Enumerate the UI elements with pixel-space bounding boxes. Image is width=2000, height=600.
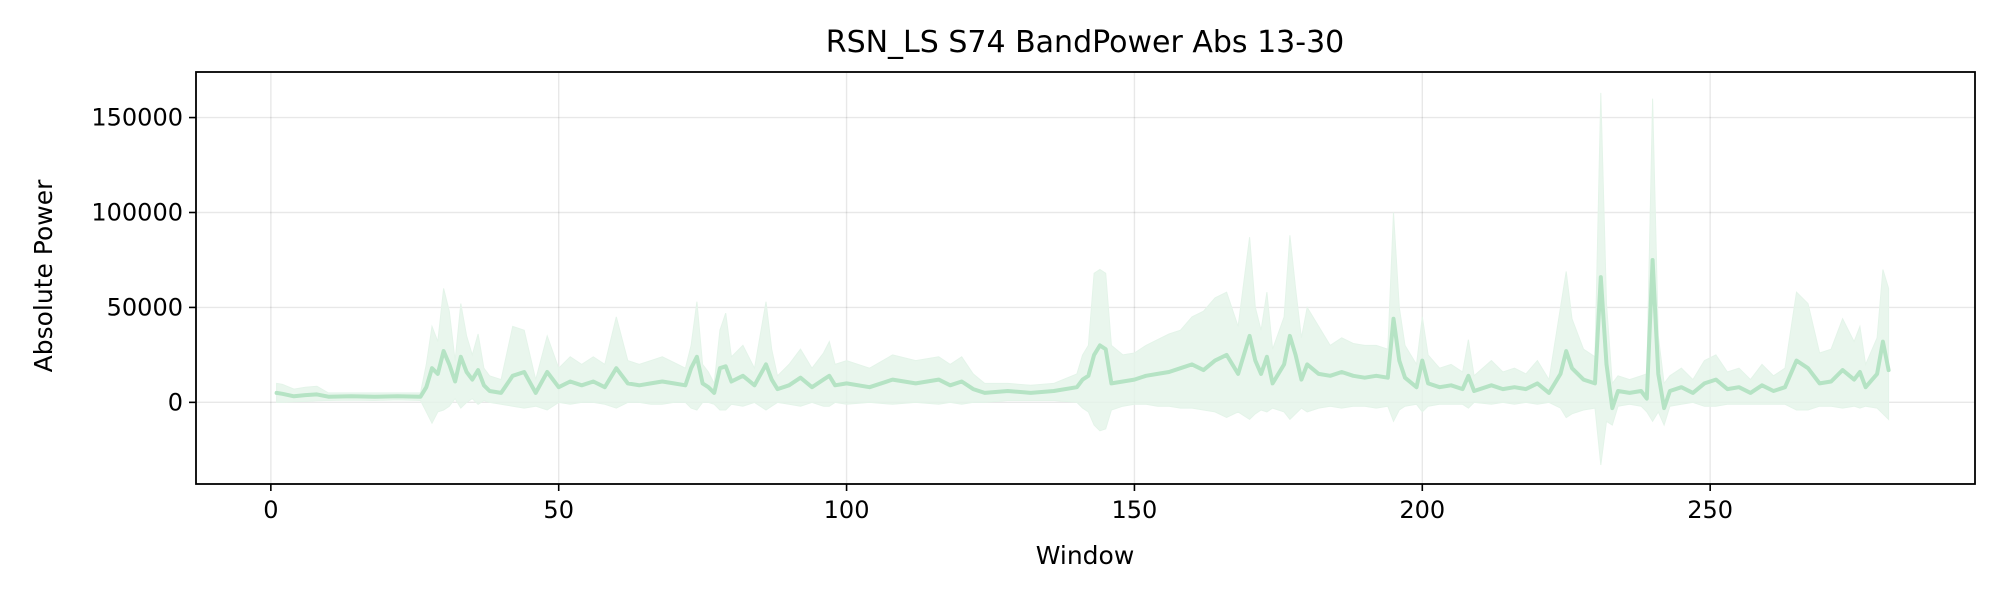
- x-axis: 0 50 100 150 200 250: [263, 484, 1733, 524]
- y-axis: 0 50000 100000 150000: [91, 104, 196, 416]
- mean-line: [274, 258, 1891, 411]
- y-tick-label: 0: [168, 388, 183, 416]
- x-tick-label: 0: [263, 496, 278, 524]
- x-tick-label: 50: [543, 496, 574, 524]
- grid: [196, 72, 1975, 484]
- x-axis-label: Window: [1036, 541, 1135, 570]
- plot-area: [274, 92, 1891, 466]
- x-tick-label: 200: [1399, 496, 1445, 524]
- y-tick-label: 150000: [91, 104, 183, 132]
- std-band: [276, 92, 1890, 466]
- x-tick-label: 250: [1687, 496, 1733, 524]
- y-axis-label: Absolute Power: [29, 179, 58, 373]
- y-tick-label: 50000: [107, 293, 183, 321]
- y-tick-label: 100000: [91, 198, 183, 226]
- chart-title: RSN_LS S74 BandPower Abs 13-30: [826, 25, 1345, 60]
- x-tick-label: 100: [824, 496, 870, 524]
- plot-frame: [195, 71, 1976, 485]
- x-tick-label: 150: [1112, 496, 1158, 524]
